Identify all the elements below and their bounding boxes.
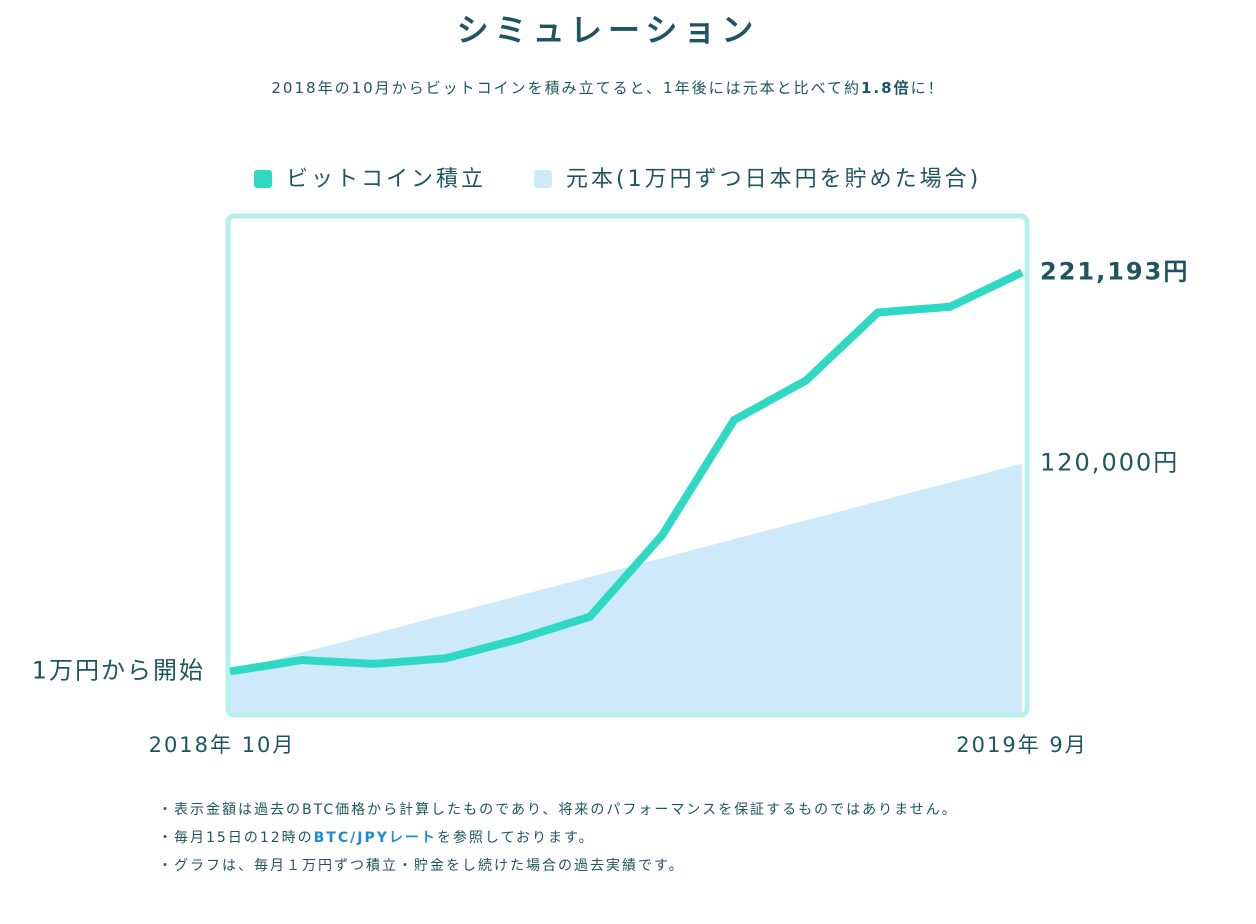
legend-swatch	[254, 170, 272, 188]
note-link[interactable]: BTC/JPYレート	[314, 830, 437, 846]
subtitle-text: に！	[911, 79, 945, 97]
subtitle: 2018年の10月からビットコインを積み立てると、1年後には元本と比べて約1.8…	[271, 79, 944, 97]
legend-label: ビットコイン積立	[286, 167, 486, 192]
chart-title: シミュレーション	[457, 11, 760, 49]
subtitle-text: 2018年の10月からビットコインを積み立てると、1年後には元本と比べて約	[271, 79, 861, 97]
line	[229, 268, 1024, 676]
area	[230, 463, 1022, 713]
x-tick-label: 2019年 9月	[956, 733, 1087, 757]
value-label: 120,000円	[1040, 449, 1179, 477]
note-text: を参照しております。	[437, 829, 595, 846]
value-label: 1万円から開始	[32, 656, 205, 684]
note: ・表示金額は過去のBTC価格から計算したものであり、将来のパフォーマンスを保証す…	[158, 802, 958, 818]
legend-label: 元本(1万円ずつ日本円を貯めた場合)	[566, 167, 981, 192]
subtitle-emphasis: 1.8倍	[861, 79, 911, 97]
value-label: 221,193円	[1040, 257, 1189, 285]
legend-swatch	[534, 170, 553, 188]
note-text: ・グラフは、毎月１万円ずつ積立・貯金をし続けた場合の過去実績です。	[158, 857, 685, 874]
x-tick-label: 2018年 10月	[149, 733, 296, 757]
note-text: ・表示金額は過去のBTC価格から計算したものであり、将来のパフォーマンスを保証す…	[158, 802, 958, 818]
note-text: ・毎月15日の12時の	[158, 830, 314, 846]
note: ・毎月15日の12時のBTC/JPYレートを参照しております。	[158, 829, 595, 846]
note: ・グラフは、毎月１万円ずつ積立・貯金をし続けた場合の過去実績です。	[158, 857, 685, 874]
